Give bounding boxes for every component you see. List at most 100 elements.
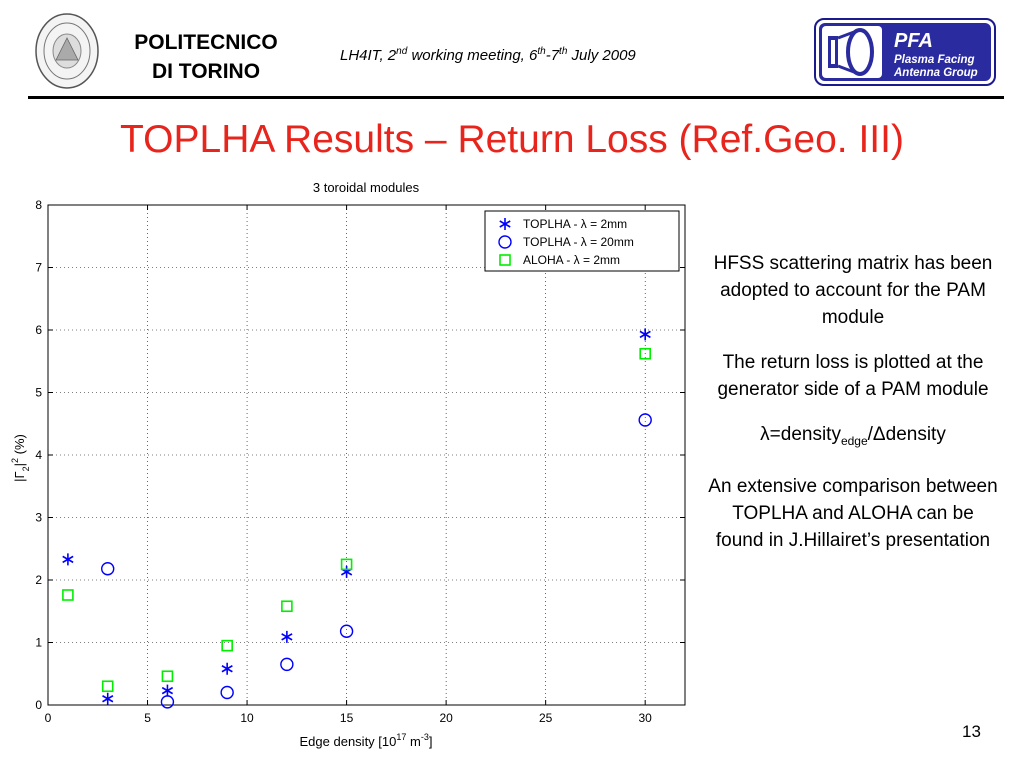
institution-line1: POLITECNICO [134,31,278,54]
data-point [62,589,74,601]
data-point [221,639,233,652]
square-marker [281,600,293,613]
institution-line2: DI TORINO [151,60,261,83]
plot-frame [47,204,686,706]
return-loss-scatter-chart: 3 toroidal modules 0 5 10 15 20 25 30 0 1 2 3 4 5 6 7 8… [10,180,686,749]
x-tick-label: 25 [539,711,553,725]
x-tick-label: 15 [340,711,354,725]
square-marker [161,670,174,683]
data-point [101,680,114,693]
legend-label: TOPLHA - λ = 20mm [523,235,634,249]
meeting-prefix: LH4IT, 2 [340,47,397,64]
note-lambda: λ=densityedge/Δdensity [706,421,1000,455]
legend-box [484,210,680,272]
y-axis-label-post: (%) [12,434,27,458]
y-tick-label: 6 [35,323,42,337]
meeting-caption: LH4IT, 2nd working meeting, 6th-7th July… [340,46,636,64]
circle-marker [638,413,652,427]
y-tick-label: 7 [35,261,42,275]
page-number: 13 [962,722,981,741]
square-marker [340,558,353,571]
pfa-logo: PFA Plasma Facing Antenna Group [814,18,996,86]
circle-marker [160,695,175,709]
notes: HFSS scattering matrix has been adopted … [706,250,1000,572]
x-axis-label-unit-sup: -3 [421,732,429,742]
chart-legend: TOPLHA - λ = 2mm TOPLHA - λ = 20mm ALOHA -… [484,210,680,272]
legend-label: ALOHA - λ = 2mm [523,253,620,267]
x-axis-label: Edge density [1017 m-3] [300,732,433,749]
x-tick-label: 0 [45,711,52,725]
square-marker [639,347,651,360]
meeting-sup2: th [537,46,546,57]
data-point [280,657,294,672]
chart-ticks: 0 5 10 15 20 25 30 0 1 2 3 4 5 6 7 8 [35,198,685,725]
data-point [281,630,293,643]
y-tick-label: 1 [35,636,42,650]
slide-title: TOPLHA Results – Return Loss (Ref.Geo. I… [120,118,904,161]
pfa-title: PFA [894,30,933,52]
square-marker [101,680,114,693]
note-hfss: HFSS scattering matrix has been adopted … [713,253,993,328]
note-comparison: An extensive comparison between TOPLHA a… [708,475,998,551]
legend-label: TOPLHA - λ = 2mm [523,217,627,231]
pfa-line1: Plasma Facing [894,54,975,66]
circle-marker [498,235,512,249]
star-marker-stroke [221,665,233,673]
y-tick-label: 3 [35,511,42,525]
meeting-mid: working meeting, 6 [407,47,538,64]
data-point [62,553,74,566]
data-point [220,685,234,700]
y-tick-label: 5 [35,386,42,400]
legend-entry: TOPLHA - λ = 20mm [498,235,634,249]
note-lambda-pre: λ=density [760,424,841,445]
y-tick-label: 0 [35,698,42,712]
star-marker [221,662,233,675]
star-marker [639,328,651,341]
legend-entry: ALOHA - λ = 2mm [499,253,620,267]
x-axis-label-end: ] [429,734,433,749]
note-lambda-sub: edge [840,433,868,448]
star-marker-stroke [499,220,511,228]
data-point [161,684,174,697]
square-marker [62,589,74,601]
data-point [340,558,353,571]
y-axis-label: |Γ2|2 (%) [10,434,31,482]
chart-grid [47,204,685,706]
square-marker [499,254,511,266]
circle-marker [220,685,234,700]
star-marker [62,553,74,566]
data-point [102,692,114,705]
y-axis-label-mid: | [12,463,27,466]
star-marker-stroke [639,330,651,339]
star-marker [161,684,174,697]
x-tick-label: 20 [439,711,453,725]
note-return-loss: The return loss is plotted at the genera… [717,352,989,400]
data-point [638,413,652,427]
chart-markers [62,328,652,709]
meeting-sup1: nd [396,46,408,57]
meeting-suffix: July 2009 [567,47,636,64]
y-axis-label-sub: 2 [21,466,31,471]
x-tick-label: 5 [144,711,151,725]
circle-marker [280,657,294,672]
data-point [340,565,353,578]
star-marker-stroke [161,686,174,695]
star-marker-stroke [281,633,293,641]
data-point [221,662,233,675]
circle-marker [101,562,115,576]
y-axis-label-pre: |Γ [12,471,27,482]
data-point [101,562,115,576]
x-tick-label: 30 [639,711,653,725]
y-tick-label: 4 [35,448,42,462]
institution-name: POLITECNICO DI TORINO [116,28,296,86]
header-divider [28,96,1004,99]
star-marker [281,630,293,643]
x-axis-label-sup: 17 [396,732,406,742]
data-point [160,695,175,709]
note-lambda-post: /Δdensity [867,424,946,445]
star-marker-stroke [102,695,114,703]
data-point [281,600,293,613]
legend-entry: TOPLHA - λ = 2mm [499,217,627,231]
meeting-dash: -7 [545,47,560,64]
meeting-sup3: th [559,46,568,57]
